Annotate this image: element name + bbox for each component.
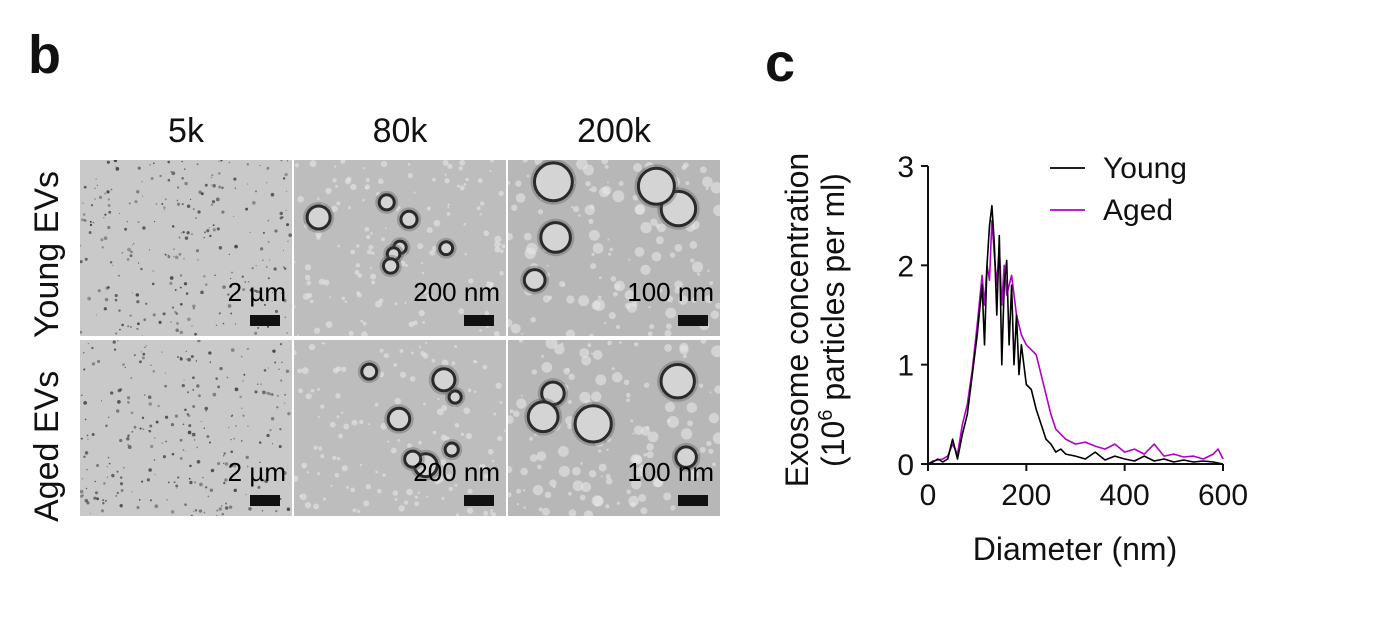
y-axis-label-prefix: (10 <box>815 421 851 467</box>
y-axis-label-suffix: particles per ml) <box>815 173 851 410</box>
micrograph-aged-80k: 200 nm <box>294 340 506 516</box>
scale-label: 200 nm <box>413 277 500 307</box>
scale-bar <box>250 315 280 326</box>
micrograph-young-5k: 2 µm <box>80 160 292 336</box>
x-axis-label: Diameter (nm) <box>973 531 1177 567</box>
x-tick-label: 200 <box>1001 479 1051 512</box>
y-axis-label-line1: Exosome concentration <box>779 153 815 487</box>
column-header-200k: 200k <box>577 112 651 150</box>
panel-letter-b: b <box>28 25 61 85</box>
scale-bar <box>464 315 494 326</box>
y-tick-label: 1 <box>897 350 914 383</box>
series-line-aged <box>927 219 1224 465</box>
series-line-young <box>927 204 1224 465</box>
concentration-chart: Exosome concentration (106 particles per… <box>779 151 1248 567</box>
panel-letter-c: c <box>765 33 796 93</box>
column-header-5k: 5k <box>168 112 204 150</box>
row-label-young: Young EVs <box>28 171 66 338</box>
micrograph-image <box>508 160 720 336</box>
scale-bar <box>250 495 280 506</box>
y-tick-label: 2 <box>897 250 914 283</box>
scale-label: 100 nm <box>627 457 714 487</box>
y-axis-label-line2: (106 particles per ml) <box>815 173 851 467</box>
micrograph-young-80k: 200 nm <box>294 160 506 336</box>
micrograph-image <box>80 160 292 336</box>
legend-label-aged: Aged <box>1103 194 1173 227</box>
y-tick-label: 3 <box>897 151 914 184</box>
micrograph-young-200k: 100 nm <box>508 160 720 336</box>
micrograph-image <box>294 160 506 336</box>
scale-label: 200 nm <box>413 457 500 487</box>
scale-bar <box>678 315 708 326</box>
x-tick-label: 600 <box>1198 479 1248 512</box>
y-axis-label: Exosome concentration (106 particles per… <box>779 153 851 487</box>
row-label-aged: Aged EVs <box>28 370 66 522</box>
x-tick-label: 400 <box>1100 479 1150 512</box>
scale-label: 2 µm <box>227 277 286 307</box>
micrograph-image <box>508 340 720 516</box>
scale-label: 100 nm <box>627 277 714 307</box>
column-header-80k: 80k <box>372 112 428 150</box>
micrograph-aged-5k: 2 µm <box>80 340 292 516</box>
scale-label: 2 µm <box>227 457 286 487</box>
micrograph-aged-200k: 100 nm <box>508 340 720 516</box>
micrograph-image <box>80 340 292 516</box>
y-axis-label-exponent: 6 <box>815 410 837 421</box>
y-tick-label: 0 <box>897 449 914 482</box>
legend-label-young: Young <box>1103 152 1187 185</box>
scale-bar <box>678 495 708 506</box>
x-tick-label: 0 <box>920 479 937 512</box>
micrograph-image <box>294 340 506 516</box>
scale-bar <box>464 495 494 506</box>
